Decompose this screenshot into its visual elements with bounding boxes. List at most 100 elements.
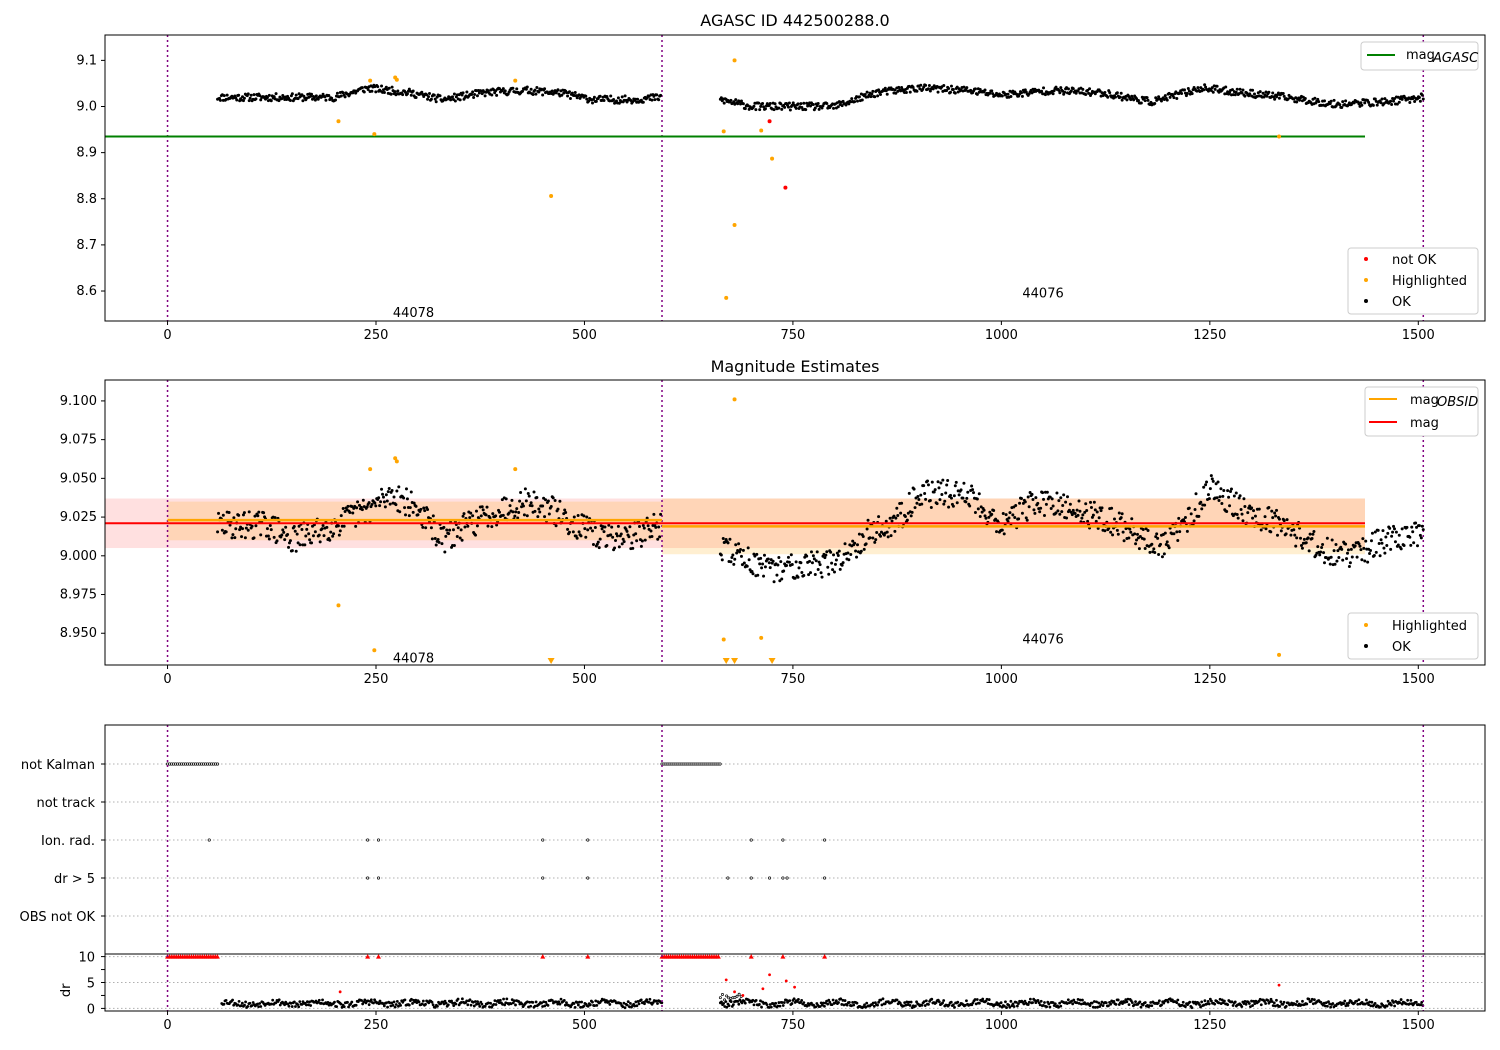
dr-point [819,1001,823,1005]
highlighted-point [721,637,726,642]
dr-point [286,1002,290,1006]
ok-point [1135,532,1139,536]
ok-point [1364,539,1368,543]
ok-point [1385,543,1389,547]
dr-point [825,999,829,1003]
dr-point [1156,1001,1160,1005]
ok-point [1227,495,1231,499]
ok-point [962,481,966,485]
dr-point [1059,1004,1063,1008]
ok-point [1224,85,1228,89]
dr-point [743,1001,747,1005]
ok-point [1100,506,1104,510]
ok-point [1238,87,1242,91]
dr-point [752,1003,756,1007]
ok-point [455,535,459,539]
dr-point [903,1001,907,1005]
ok-point [443,550,447,554]
ok-point [761,101,765,105]
dr-point [1091,1005,1095,1009]
ok-point [1208,487,1212,491]
dr-point [246,1004,250,1008]
ok-point [646,524,650,528]
ok-point [535,495,539,499]
ok-point [538,510,542,514]
ok-point [405,497,409,501]
dr-point [1023,999,1027,1003]
dr-point [723,1005,727,1008]
ok-point [311,534,315,538]
dr-point [1078,998,1082,1002]
ok-point [1048,495,1052,499]
y-tick-label: 8.7 [76,238,97,253]
ok-point [362,90,366,94]
ok-point [926,87,930,91]
dr-point [1148,1004,1152,1008]
ok-point [479,514,483,518]
ok-point [1273,511,1277,515]
dr-point [452,1004,456,1008]
dr-point [389,1004,393,1008]
ok-point [653,98,657,102]
ok-point [1273,97,1277,101]
ok-point [515,87,519,91]
ok-point [589,526,593,530]
dr-point [777,1001,781,1004]
dr-point [1157,999,1161,1003]
ok-point [797,566,801,570]
ok-point [1159,542,1163,546]
ok-point [448,528,452,532]
dr-point [493,999,497,1003]
ok-point [234,527,238,531]
ok-point [734,98,738,102]
ok-point [359,505,363,509]
ok-point [961,496,965,500]
ok-point [788,108,792,112]
dr-point [1043,1001,1046,1004]
ok-point [817,107,821,111]
dr-point [1112,1000,1116,1003]
ok-point [1236,516,1240,520]
dr-point [489,1001,492,1005]
ok-point [1380,541,1384,545]
ok-point [1159,99,1163,103]
ok-point [1059,86,1063,90]
ok-point [776,563,780,567]
ok-point [762,105,766,109]
ok-point [780,107,784,111]
ok-point [343,510,347,514]
ok-point [1146,529,1150,533]
dr-point [1125,1000,1129,1004]
ok-point [392,495,396,499]
dr-point [366,999,370,1003]
ok-point [297,92,301,96]
ok-point [868,536,872,540]
ok-point [566,527,570,531]
dr-point [1231,1004,1235,1007]
ok-point [267,93,271,97]
ok-point [594,99,598,103]
ok-point [242,96,246,100]
ok-point [747,558,751,562]
ok-point [763,107,767,111]
dr-point [494,1003,498,1006]
ok-point [268,523,272,527]
ok-point [652,512,656,516]
ok-point [329,530,333,534]
ok-point [1054,511,1058,515]
highlighted-point [368,467,373,472]
ok-point [1116,532,1120,536]
legend-subscript: AGASC [1432,51,1479,66]
ok-point [1065,516,1069,520]
dr-point [367,1003,371,1007]
ok-point [628,525,632,529]
dr-point [1210,999,1213,1003]
dr-point [1389,1003,1393,1007]
dr-point [454,1002,458,1006]
ok-point [657,525,661,529]
ok-point [235,98,239,102]
highlighted-point [394,77,399,82]
ok-point [1024,516,1028,520]
ok-point [1228,504,1232,508]
